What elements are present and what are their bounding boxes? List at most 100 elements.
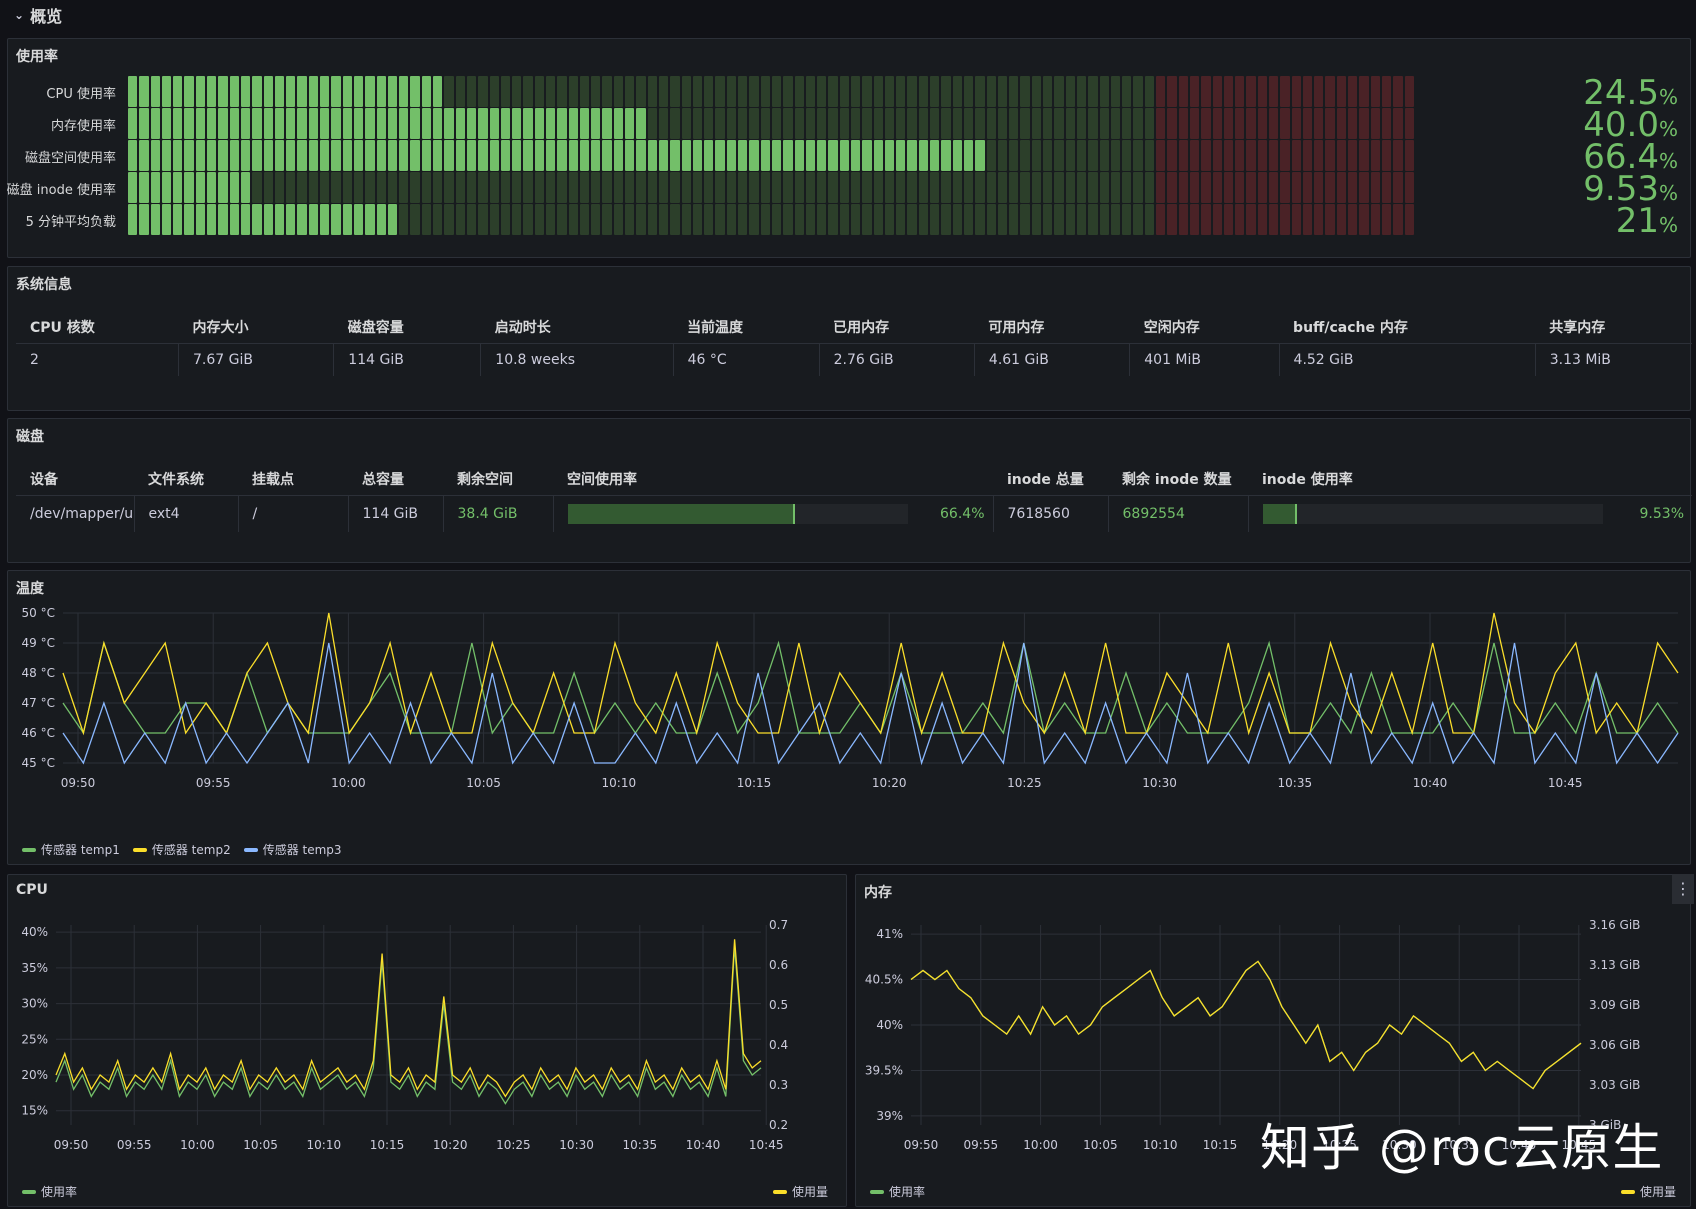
gauge-segment bbox=[1404, 140, 1414, 171]
gauge-segment bbox=[1336, 204, 1347, 235]
column-header[interactable]: 剩余空间 bbox=[443, 463, 553, 496]
gauge-segment bbox=[1054, 108, 1064, 139]
x-tick-label: 10:35 bbox=[1442, 1138, 1477, 1152]
gauge-segment bbox=[353, 172, 364, 203]
usage-value-number: 24.5 bbox=[1583, 73, 1659, 113]
legend-item-temp3[interactable]: 传感器 temp3 bbox=[262, 843, 342, 857]
gauge-segment bbox=[930, 76, 940, 107]
gauge-segment bbox=[704, 172, 714, 203]
gauge-segment bbox=[851, 140, 861, 171]
usage-value: 66.4% bbox=[1538, 137, 1678, 177]
gauge-segment bbox=[896, 140, 906, 171]
column-header[interactable]: inode 使用率 bbox=[1248, 463, 1692, 496]
gauge-segment bbox=[331, 108, 341, 139]
gauge-segment bbox=[274, 204, 285, 235]
legend-swatch bbox=[870, 1189, 884, 1194]
gauge-segment bbox=[1031, 108, 1042, 139]
cpu-panel: CPU 15% 20% 25% 30% 35% 40% 0.2 0.3 0.4 0.5 0.6 0.7… bbox=[7, 874, 847, 1207]
gauge-segment bbox=[1167, 204, 1177, 235]
column-header[interactable]: 磁盘容量 bbox=[333, 311, 481, 344]
gauge-segment bbox=[297, 204, 307, 235]
gauge-segment bbox=[873, 108, 883, 139]
gauge-segment bbox=[308, 172, 319, 203]
gauge-segment bbox=[613, 140, 624, 171]
y-tick-label: 45 °C bbox=[22, 756, 55, 770]
gauge-segment bbox=[591, 140, 601, 171]
chevron-down-icon[interactable]: ⌄ bbox=[14, 8, 25, 22]
gauge-segment bbox=[1156, 204, 1166, 235]
gauge-segment bbox=[749, 108, 759, 139]
gauge-segment bbox=[1404, 76, 1414, 107]
column-header[interactable]: inode 总量 bbox=[993, 463, 1108, 496]
panel-menu-icon[interactable]: ⋮ bbox=[1672, 874, 1694, 904]
legend-item-usage-rate[interactable]: 使用率 bbox=[41, 1185, 78, 1199]
gauge-segment bbox=[421, 76, 432, 107]
gauge-segment bbox=[930, 140, 940, 171]
usage-value-unit: % bbox=[1658, 117, 1678, 141]
column-header[interactable]: 设备 bbox=[16, 463, 134, 496]
series-line[interactable] bbox=[62, 642, 1679, 766]
y-tick-label: 49 °C bbox=[22, 636, 55, 650]
gauge-segment bbox=[376, 76, 386, 107]
gauge-segment bbox=[1178, 76, 1188, 107]
usage-value: 40.0% bbox=[1538, 105, 1678, 145]
gauge-segment bbox=[1325, 172, 1335, 203]
gauge-segment bbox=[726, 108, 737, 139]
series-line[interactable] bbox=[55, 939, 762, 1098]
gauge-segment bbox=[692, 76, 703, 107]
gauge-segment bbox=[963, 108, 974, 139]
x-tick-label: 09:55 bbox=[964, 1138, 999, 1152]
column-header[interactable]: 剩余 inode 数量 bbox=[1108, 463, 1248, 496]
gauge-segment bbox=[184, 140, 194, 171]
gauge-segment bbox=[1325, 204, 1335, 235]
gauge-segment bbox=[410, 172, 420, 203]
legend-item-temp2[interactable]: 传感器 temp2 bbox=[151, 843, 231, 857]
gauge-segment bbox=[839, 76, 849, 107]
gauge-segment bbox=[1370, 140, 1380, 171]
series-line[interactable] bbox=[55, 946, 762, 1105]
column-header[interactable]: CPU 核数 bbox=[16, 311, 179, 344]
gauge-segment bbox=[783, 172, 793, 203]
row-overview-header[interactable]: ⌄ 概览 bbox=[0, 0, 1696, 30]
memory-chart[interactable]: 39% 39.5% 40% 40.5% 41% 3 GiB 3.03 GiB 3.06 GiB… bbox=[856, 885, 1690, 1185]
gauge-segment bbox=[444, 172, 454, 203]
column-header[interactable]: 当前温度 bbox=[673, 311, 820, 344]
gauge-segment bbox=[376, 108, 386, 139]
x-tick-label: 10:35 bbox=[623, 1138, 658, 1152]
series-line[interactable] bbox=[62, 612, 1679, 736]
gauge-segment bbox=[1099, 76, 1109, 107]
column-header[interactable]: 启动时长 bbox=[480, 311, 674, 344]
column-header[interactable]: 文件系统 bbox=[134, 463, 238, 496]
legend-item-usage-rate[interactable]: 使用率 bbox=[889, 1185, 926, 1199]
column-header[interactable]: 总容量 bbox=[348, 463, 443, 496]
gauge-segment bbox=[975, 76, 985, 107]
legend-item-usage-amount[interactable]: 使用量 bbox=[791, 1185, 828, 1199]
gauge-segment bbox=[523, 204, 533, 235]
legend-item-temp1[interactable]: 传感器 temp1 bbox=[41, 843, 120, 857]
cpu-chart[interactable]: 15% 20% 25% 30% 35% 40% 0.2 0.3 0.4 0.5 0.6 0.7 09:5… bbox=[8, 885, 846, 1185]
column-header[interactable]: 可用内存 bbox=[974, 311, 1130, 344]
gauge-segment bbox=[263, 204, 273, 235]
temperature-chart[interactable]: 45 °C 46 °C 47 °C 48 °C 49 °C 50 °C 09:50 09:55… bbox=[8, 593, 1690, 848]
gauge-segment bbox=[297, 172, 307, 203]
column-header[interactable]: 挂载点 bbox=[238, 463, 348, 496]
gauge-segment bbox=[1031, 204, 1042, 235]
column-header[interactable]: 共享内存 bbox=[1535, 311, 1692, 344]
column-header[interactable]: 内存大小 bbox=[178, 311, 334, 344]
column-header[interactable]: 空闲内存 bbox=[1129, 311, 1280, 344]
gauge-segment bbox=[1302, 172, 1313, 203]
gauge-segment bbox=[997, 204, 1008, 235]
column-header[interactable]: 空间使用率 bbox=[553, 463, 993, 496]
column-header[interactable]: 已用内存 bbox=[819, 311, 975, 344]
table-cell: 7.67 GiB bbox=[177, 343, 334, 376]
series-line[interactable] bbox=[910, 960, 1582, 1090]
column-header[interactable]: buff/cache 内存 bbox=[1279, 311, 1536, 344]
gauge-segment bbox=[817, 140, 827, 171]
legend-item-usage-amount[interactable]: 使用量 bbox=[1639, 1185, 1676, 1199]
y2-tick-label: 3 GiB bbox=[1589, 1118, 1621, 1132]
y-tick-label: 40% bbox=[21, 925, 48, 939]
gauge-segment bbox=[534, 172, 544, 203]
gauge-segment bbox=[986, 76, 996, 107]
gauge-segment bbox=[320, 172, 330, 203]
usage-row: 磁盘空间使用率 66.4% bbox=[8, 137, 1696, 177]
